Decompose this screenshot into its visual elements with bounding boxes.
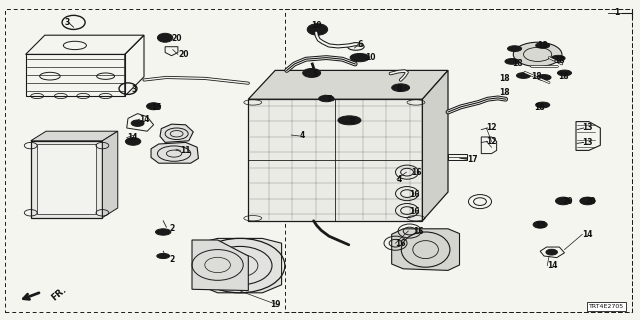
Ellipse shape	[580, 197, 595, 205]
Polygon shape	[392, 229, 460, 270]
Ellipse shape	[147, 103, 161, 110]
Text: 15: 15	[151, 103, 161, 112]
Ellipse shape	[533, 221, 547, 228]
Ellipse shape	[157, 33, 173, 42]
Ellipse shape	[516, 73, 531, 78]
Polygon shape	[422, 70, 448, 221]
Bar	[285, 9, 632, 312]
Text: 20: 20	[562, 197, 572, 206]
Bar	[448, 154, 467, 160]
Polygon shape	[248, 99, 422, 221]
Text: 5: 5	[312, 70, 317, 79]
Text: 13: 13	[582, 138, 593, 147]
Text: TRT4E2705: TRT4E2705	[589, 304, 624, 309]
Polygon shape	[151, 142, 198, 163]
Ellipse shape	[546, 249, 557, 255]
Ellipse shape	[557, 70, 572, 76]
Text: 4: 4	[300, 132, 305, 140]
Polygon shape	[192, 240, 248, 291]
Text: 18: 18	[558, 72, 569, 81]
Ellipse shape	[125, 138, 141, 145]
Text: 14: 14	[547, 261, 557, 270]
Text: 10: 10	[311, 21, 321, 30]
Text: 14: 14	[127, 133, 137, 142]
Text: 9: 9	[397, 85, 402, 94]
Text: 3: 3	[65, 18, 70, 27]
Circle shape	[513, 42, 562, 67]
Polygon shape	[198, 238, 282, 293]
Text: 6: 6	[357, 40, 362, 49]
Text: 20: 20	[172, 34, 182, 43]
Ellipse shape	[536, 102, 550, 108]
Ellipse shape	[350, 53, 369, 62]
Text: 20: 20	[178, 50, 188, 59]
Text: 17: 17	[467, 155, 478, 164]
Text: 16: 16	[396, 239, 406, 248]
Text: FR.: FR.	[50, 285, 68, 302]
Text: 16: 16	[413, 227, 423, 236]
Ellipse shape	[157, 253, 170, 259]
Text: 11: 11	[180, 146, 191, 155]
Ellipse shape	[319, 95, 334, 102]
Ellipse shape	[536, 43, 550, 48]
Polygon shape	[37, 144, 96, 214]
Text: 10: 10	[365, 53, 375, 62]
Ellipse shape	[505, 59, 519, 64]
Text: 4: 4	[397, 175, 402, 184]
Ellipse shape	[537, 75, 551, 80]
Text: 16: 16	[410, 190, 420, 199]
Text: 7: 7	[326, 95, 332, 104]
Text: 18: 18	[499, 74, 510, 83]
Polygon shape	[31, 131, 118, 141]
Text: 1: 1	[614, 8, 620, 17]
Text: 2: 2	[170, 224, 175, 233]
Text: 14: 14	[582, 230, 593, 239]
Text: 8: 8	[349, 117, 355, 126]
Text: 18: 18	[499, 88, 510, 97]
Polygon shape	[31, 141, 102, 218]
Ellipse shape	[508, 46, 522, 52]
Text: 15: 15	[535, 221, 545, 230]
Ellipse shape	[156, 229, 171, 235]
Ellipse shape	[392, 84, 410, 92]
Polygon shape	[102, 131, 118, 218]
Text: 18: 18	[512, 60, 523, 68]
Ellipse shape	[556, 197, 571, 205]
Text: 16: 16	[411, 168, 421, 177]
Text: 13: 13	[582, 124, 593, 132]
Text: 14: 14	[140, 115, 150, 124]
Ellipse shape	[131, 120, 144, 126]
Text: 18: 18	[538, 41, 548, 50]
Text: 2: 2	[170, 255, 175, 264]
Text: 18: 18	[554, 56, 565, 65]
Text: 20: 20	[585, 197, 595, 206]
Text: 12: 12	[486, 124, 497, 132]
Text: 19: 19	[270, 300, 280, 309]
Ellipse shape	[338, 116, 361, 125]
Polygon shape	[248, 70, 448, 99]
Text: 3: 3	[131, 85, 136, 94]
Text: 18: 18	[531, 72, 542, 81]
Polygon shape	[160, 124, 193, 142]
Text: 12: 12	[486, 137, 497, 146]
Ellipse shape	[303, 68, 321, 77]
Text: 18: 18	[534, 103, 545, 112]
Text: 16: 16	[410, 207, 420, 216]
Ellipse shape	[551, 55, 565, 61]
Ellipse shape	[307, 24, 328, 35]
